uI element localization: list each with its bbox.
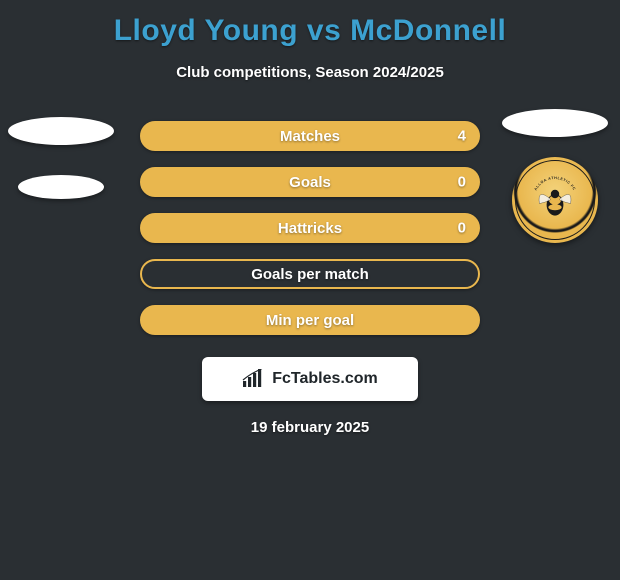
stats-block: ALLOA ATHLETIC FC Matches 4 Goals 0: [0, 121, 620, 335]
stat-row-matches: Matches 4: [140, 121, 480, 151]
date-label: 19 february 2025: [251, 419, 369, 436]
stat-row-hattricks: Hattricks 0: [140, 213, 480, 243]
svg-text:ALLOA ATHLETIC FC: ALLOA ATHLETIC FC: [534, 176, 577, 191]
left-player-placeholder: [8, 117, 114, 199]
ellipse-decoration: [502, 109, 608, 137]
right-player-placeholder: ALLOA ATHLETIC FC: [502, 109, 608, 243]
comparison-card: Lloyd Young vs McDonnell Club competitio…: [0, 0, 620, 436]
stat-row-min-per-goal: Min per goal: [140, 305, 480, 335]
stat-label: Hattricks: [142, 220, 478, 237]
ellipse-decoration: [8, 117, 114, 145]
brand-label: FcTables.com: [272, 370, 378, 388]
stat-value: 0: [458, 174, 466, 191]
stat-label: Min per goal: [142, 312, 478, 329]
stat-label: Matches: [142, 128, 478, 145]
brand-box[interactable]: FcTables.com: [202, 357, 418, 401]
bar-chart-icon: [242, 369, 266, 389]
ellipse-decoration: [18, 175, 104, 199]
page-subtitle: Club competitions, Season 2024/2025: [176, 64, 444, 81]
stat-label: Goals per match: [142, 266, 478, 283]
stat-row-goals: Goals 0: [140, 167, 480, 197]
page-title: Lloyd Young vs McDonnell: [114, 14, 507, 48]
stat-value: 0: [458, 220, 466, 237]
stat-row-goals-per-match: Goals per match: [140, 259, 480, 289]
wasp-icon: ALLOA ATHLETIC FC: [525, 170, 585, 230]
club-badge-alloa: ALLOA ATHLETIC FC: [512, 157, 598, 243]
stat-label: Goals: [142, 174, 478, 191]
stat-value: 4: [458, 128, 466, 145]
